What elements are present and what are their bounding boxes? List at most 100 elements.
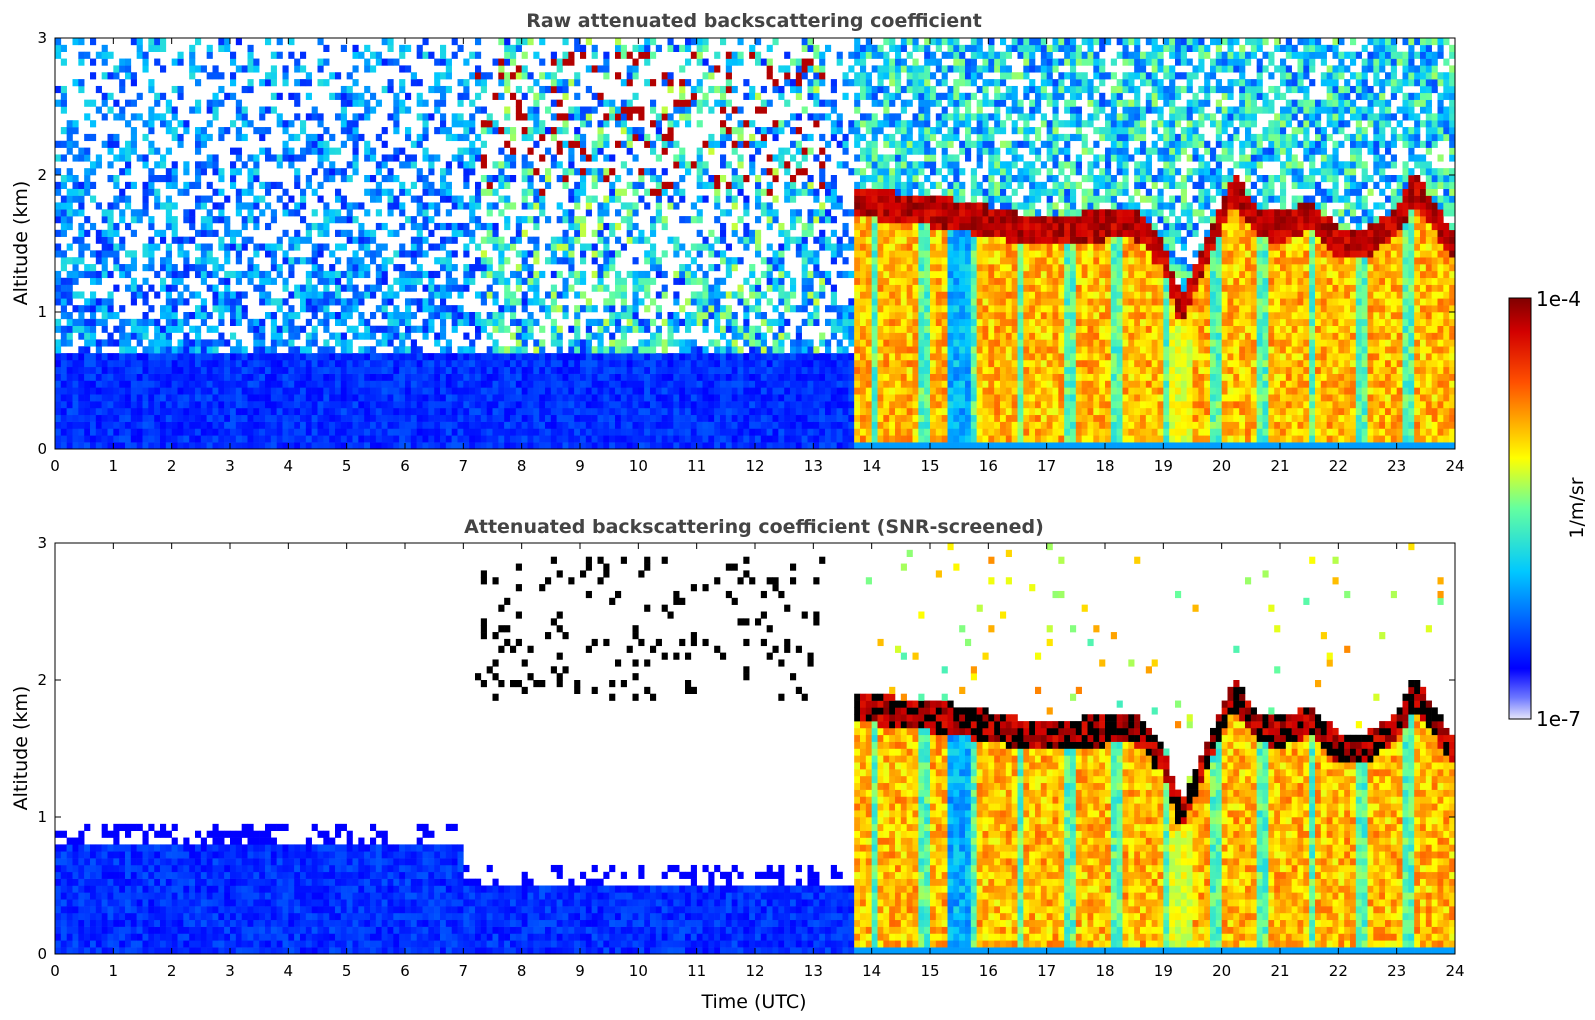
heatmap-cell <box>772 216 779 224</box>
heatmap-cell <box>84 188 91 196</box>
heatmap-cell <box>364 154 371 162</box>
heatmap-cell <box>591 92 598 100</box>
heatmap-cell <box>562 243 569 251</box>
heatmap-cell <box>230 394 237 402</box>
heatmap-cell <box>235 339 242 347</box>
heatmap-cell <box>830 325 837 333</box>
heatmap-cell <box>340 195 347 203</box>
heatmap-cell <box>335 353 342 361</box>
heatmap-cell <box>381 380 388 388</box>
heatmap-cell <box>224 407 231 416</box>
heatmap-cell <box>655 188 662 196</box>
heatmap-cell <box>451 133 458 142</box>
heatmap-cell <box>160 175 167 183</box>
heatmap-cell <box>130 325 137 333</box>
heatmap-cell <box>720 291 727 299</box>
heatmap-cell <box>381 264 388 272</box>
heatmap-cell <box>323 147 330 155</box>
heatmap-cell <box>440 264 447 272</box>
heatmap-cell <box>609 332 616 340</box>
heatmap-cell <box>294 133 301 142</box>
heatmap-cell <box>632 209 639 217</box>
heatmap-cell <box>463 332 470 340</box>
heatmap-cell <box>510 298 517 306</box>
heatmap-cell <box>352 44 359 52</box>
heatmap-cell <box>323 44 330 52</box>
heatmap-cell <box>340 175 347 183</box>
heatmap-cell <box>597 140 604 148</box>
heatmap-cell <box>790 442 797 450</box>
heatmap-cell <box>644 318 651 326</box>
heatmap-cell <box>562 428 569 436</box>
heatmap-cell <box>55 442 62 450</box>
heatmap-cell <box>393 277 400 285</box>
heatmap-cell <box>772 305 779 313</box>
heatmap-cell <box>679 264 686 272</box>
heatmap-cell <box>545 312 552 320</box>
heatmap-cell <box>603 222 610 231</box>
heatmap-cell <box>795 373 802 381</box>
heatmap-cell <box>550 380 557 388</box>
heatmap-cell <box>142 58 149 66</box>
heatmap-cell <box>101 359 108 368</box>
heatmap-cell <box>405 277 412 285</box>
heatmap-cell <box>597 92 604 100</box>
heatmap-cell <box>772 366 779 374</box>
heatmap-cell <box>375 414 382 422</box>
heatmap-cell <box>160 161 167 169</box>
heatmap-cell <box>171 298 178 306</box>
heatmap-cell <box>311 325 318 333</box>
heatmap-cell <box>90 435 97 443</box>
heatmap-cell <box>148 414 155 422</box>
heatmap-cell <box>335 401 342 409</box>
heatmap-cell <box>66 373 73 381</box>
heatmap-cell <box>632 442 639 450</box>
heatmap-cell <box>714 442 721 450</box>
heatmap-cell <box>784 428 791 436</box>
heatmap-cell <box>550 339 557 347</box>
heatmap-cell <box>224 421 231 429</box>
heatmap-cell <box>125 339 132 347</box>
heatmap-cell <box>72 325 79 333</box>
heatmap-cell <box>673 339 680 347</box>
heatmap-cell <box>405 318 412 326</box>
heatmap-cell <box>364 421 371 429</box>
heatmap-cell <box>259 366 266 374</box>
heatmap-cell <box>667 195 674 203</box>
heatmap-cell <box>451 421 458 429</box>
heatmap-cell <box>755 325 762 333</box>
heatmap-cell <box>329 373 336 381</box>
heatmap-cell <box>253 421 260 429</box>
heatmap-cell <box>352 284 359 292</box>
heatmap-cell <box>696 277 703 285</box>
heatmap-cell <box>107 332 114 340</box>
heatmap-cell <box>673 359 680 368</box>
heatmap-cell <box>766 65 773 73</box>
heatmap-cell <box>136 353 143 361</box>
heatmap-cell <box>317 298 324 306</box>
heatmap-cell <box>609 353 616 361</box>
heatmap-cell <box>539 127 546 135</box>
heatmap-cell <box>580 44 587 52</box>
heatmap-cell <box>95 51 102 59</box>
heatmap-cell <box>521 277 528 285</box>
heatmap-cell <box>346 236 353 244</box>
heatmap-cell <box>84 298 91 306</box>
heatmap-cell <box>626 168 633 176</box>
heatmap-cell <box>440 168 447 176</box>
heatmap-cell <box>399 421 406 429</box>
heatmap-cell <box>416 366 423 374</box>
heatmap-cell <box>276 181 283 189</box>
heatmap-cell <box>556 202 563 210</box>
heatmap-cell <box>708 181 715 189</box>
heatmap-cell <box>626 209 633 217</box>
heatmap-cell <box>323 407 330 416</box>
heatmap-cell <box>95 161 102 169</box>
heatmap-cell <box>591 373 598 381</box>
heatmap-cell <box>801 58 808 66</box>
heatmap-cell <box>160 44 167 52</box>
heatmap-cell <box>323 127 330 135</box>
heatmap-cell <box>638 414 645 422</box>
heatmap-cell <box>113 373 120 381</box>
heatmap-cell <box>702 44 709 52</box>
